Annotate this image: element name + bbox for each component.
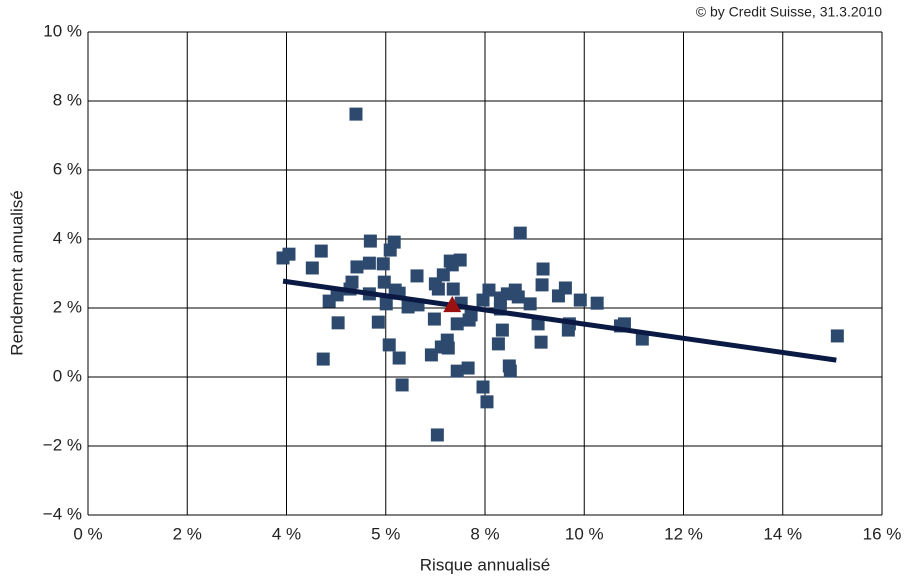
point [830,329,844,343]
point [316,352,330,366]
x-tick-label: 16 % [863,524,902,543]
average-point [443,295,462,313]
point [427,312,441,326]
x-tick-label: 8 % [470,524,499,543]
point [371,315,385,329]
point [331,316,345,330]
y-tick-label: −2 % [43,435,82,454]
point [531,317,545,331]
point [590,296,604,310]
point [480,395,494,409]
y-tick-label: 2 % [53,297,82,316]
point [392,351,406,365]
point [410,269,424,283]
point [349,107,363,121]
point [446,282,460,296]
x-tick-label: 10 % [565,524,604,543]
point [535,278,549,292]
point [377,275,391,289]
point [450,364,464,378]
point [387,235,401,249]
point [362,256,376,270]
y-tick-label: 8 % [53,90,82,109]
point [482,283,496,297]
point [495,323,509,337]
point [503,364,517,378]
x-tick-label: 5 % [371,524,400,543]
point [476,293,490,307]
point [314,244,328,258]
source-note: © by Credit Suisse, 31.3.2010 [696,4,882,20]
point [424,348,438,362]
point [573,293,587,307]
y-tick-label: 0 % [53,366,82,385]
y-tick-label: 10 % [43,21,82,40]
point [282,247,296,261]
x-axis-label: Risque annualisé [420,555,550,574]
point [376,257,390,271]
point [436,268,450,282]
point [430,428,444,442]
point [395,378,409,392]
trend-line [282,278,837,363]
point [558,281,572,295]
x-tick-label: 4 % [272,524,301,543]
point [350,260,364,274]
y-tick-label: −4 % [43,504,82,523]
point [464,308,478,322]
y-tick-label: 6 % [53,159,82,178]
point [476,380,490,394]
point [382,338,396,352]
x-tick-label: 12 % [664,524,703,543]
x-tick-label: 2 % [173,524,202,543]
point [491,337,505,351]
x-tick-label: 0 % [73,524,102,543]
point [450,317,464,331]
point [401,300,415,314]
point [441,341,455,355]
point [536,262,550,276]
point [534,335,548,349]
point [511,290,525,304]
y-tick-label: 4 % [53,228,82,247]
y-axis-label: Rendement annualisé [7,190,26,355]
point [379,297,393,311]
point [513,226,527,240]
point [461,361,475,375]
point [305,261,319,275]
x-tick-label: 14 % [763,524,802,543]
point [453,253,467,267]
point [345,275,359,289]
point [363,234,377,248]
point [635,332,649,346]
point [431,282,445,296]
point [523,297,537,311]
